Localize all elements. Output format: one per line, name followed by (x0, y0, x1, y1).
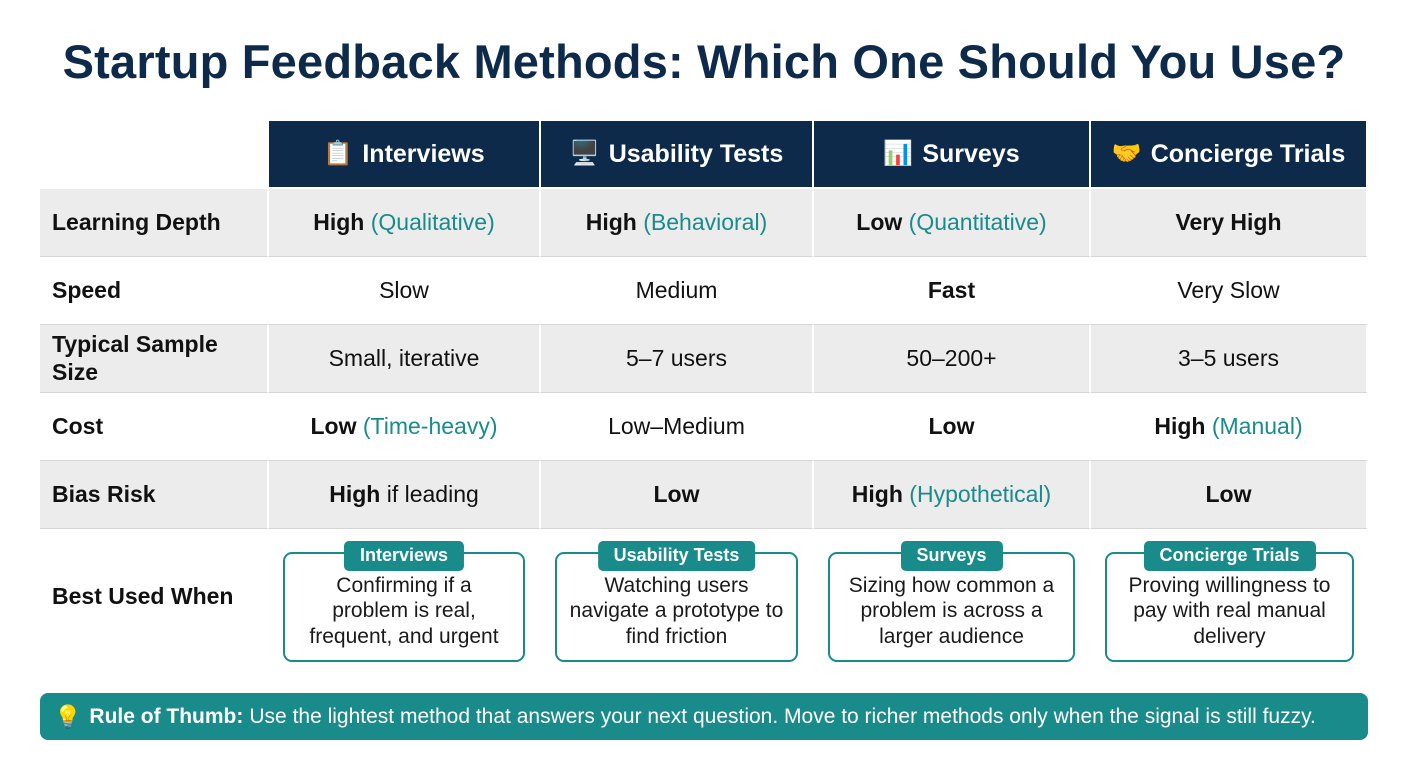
clipboard-icon: 📋 (323, 139, 354, 167)
table-cell: High (Hypothetical) (814, 461, 1091, 529)
table-cell: High (Qualitative) (269, 189, 541, 257)
banner-text: Use the lightest method that answers you… (249, 704, 1316, 728)
row-label-typical-sample-size: Typical Sample Size (40, 325, 269, 393)
handshake-icon: 🤝 (1111, 139, 1142, 167)
card-text: Confirming if a problem is real, frequen… (309, 573, 499, 648)
best-used-card: Surveys Sizing how common a problem is a… (828, 541, 1075, 662)
table-cell: Small, iterative (269, 325, 541, 393)
card-text: Proving willingness to pay with real man… (1128, 573, 1331, 648)
table-corner (40, 121, 269, 189)
table-cell: Low (814, 393, 1091, 461)
table-cell: 5–7 users (541, 325, 814, 393)
table-cell: High (Manual) (1091, 393, 1368, 461)
computer-icon: 🖥️ (569, 139, 600, 167)
table-cell: 3–5 users (1091, 325, 1368, 393)
best-used-card: Interviews Confirming if a problem is re… (283, 541, 525, 662)
best-used-cell: Concierge Trials Proving willingness to … (1091, 529, 1368, 665)
table-cell: Low (541, 461, 814, 529)
row-label-learning-depth: Learning Depth (40, 189, 269, 257)
best-used-card: Usability Tests Watching users navigate … (555, 541, 798, 662)
lightbulb-icon: 💡 (54, 703, 82, 729)
table-cell: High if leading (269, 461, 541, 529)
best-used-card: Concierge Trials Proving willingness to … (1105, 541, 1354, 662)
best-used-cell: Usability Tests Watching users navigate … (541, 529, 814, 665)
card-text: Sizing how common a problem is across a … (848, 573, 1055, 648)
bar-chart-icon: 📊 (883, 139, 914, 167)
column-header-usability-tests: 🖥️ Usability Tests (541, 121, 814, 189)
table-cell: Low (1091, 461, 1368, 529)
table-cell: Low (Quantitative) (814, 189, 1091, 257)
row-label-speed: Speed (40, 257, 269, 325)
best-used-cell: Interviews Confirming if a problem is re… (269, 529, 541, 665)
table-cell: Low (Time-heavy) (269, 393, 541, 461)
banner-lead: Rule of Thumb: (89, 704, 244, 728)
table-cell: 50–200+ (814, 325, 1091, 393)
card-text: Watching users navigate a prototype to f… (569, 573, 784, 648)
card-tag: Concierge Trials (1143, 541, 1316, 571)
column-header-surveys: 📊 Surveys (814, 121, 1091, 189)
column-header-interviews: 📋 Interviews (269, 121, 541, 189)
table-cell: Fast (814, 257, 1091, 325)
column-header-concierge-trials: 🤝 Concierge Trials (1091, 121, 1368, 189)
card-tag: Surveys (900, 541, 1003, 571)
row-label-best-used-when: Best Used When (40, 529, 269, 665)
table-cell: High (Behavioral) (541, 189, 814, 257)
table-cell: Very High (1091, 189, 1368, 257)
comparison-table: 📋 Interviews 🖥️ Usability Tests 📊 Survey… (40, 121, 1368, 665)
card-tag: Usability Tests (597, 541, 756, 571)
card-tag: Interviews (343, 541, 465, 571)
best-used-cell: Surveys Sizing how common a problem is a… (814, 529, 1091, 665)
rule-of-thumb-banner: 💡 Rule of Thumb: Use the lightest method… (40, 693, 1368, 740)
table-cell: Very Slow (1091, 257, 1368, 325)
page-title: Startup Feedback Methods: Which One Shou… (62, 35, 1346, 88)
row-label-cost: Cost (40, 393, 269, 461)
table-cell: Medium (541, 257, 814, 325)
row-label-bias-risk: Bias Risk (40, 461, 269, 529)
table-cell: Low–Medium (541, 393, 814, 461)
table-cell: Slow (269, 257, 541, 325)
